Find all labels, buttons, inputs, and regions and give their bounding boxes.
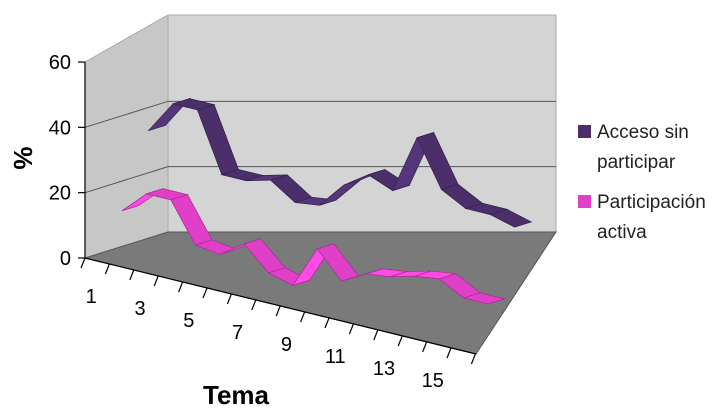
x-tick-label: 3: [134, 298, 145, 320]
x-tick-label: 9: [281, 334, 292, 356]
y-tick-label: 20: [49, 183, 71, 205]
legend-swatch-participacion: [578, 195, 591, 208]
x-tick-mark: [80, 257, 86, 269]
series-layer: [121, 97, 533, 305]
x-tick-mark: [373, 329, 379, 341]
x-axis-line: [84, 257, 477, 355]
legend-item-participacion: Participación activa: [578, 188, 724, 248]
y-tick-label: 0: [60, 248, 71, 270]
x-tick-label: 1: [86, 286, 97, 308]
back-wall: [167, 14, 557, 233]
gridline: [84, 166, 556, 194]
x-tick-mark: [202, 287, 208, 299]
side-wall: [84, 14, 169, 259]
series-ribbon: [147, 97, 533, 228]
x-tick-mark: [275, 305, 281, 317]
y-ticks: 0 20 40 60: [49, 52, 85, 270]
x-tick-mark: [153, 275, 159, 287]
x-tick-mark: [324, 317, 330, 329]
y-tick-label: 40: [49, 117, 71, 139]
legend-item-acceso: Acceso sin participar: [578, 118, 724, 178]
x-axis-title: Tema: [203, 380, 270, 410]
x-tick-label: 7: [232, 322, 243, 344]
ribbon-segment: [489, 208, 533, 228]
legend-label-acceso: Acceso sin participar: [597, 122, 689, 173]
x-tick-mark: [251, 299, 257, 311]
ribbon-segment: [462, 292, 507, 305]
x-tick-mark: [422, 341, 428, 353]
x-tick-label: 13: [373, 358, 395, 380]
x-tick-mark: [348, 323, 354, 335]
x-tick-mark: [129, 269, 135, 281]
gridline: [84, 100, 556, 128]
legend: Acceso sin participar Participación acti…: [578, 118, 724, 258]
legend-swatch-acceso: [578, 125, 591, 138]
y-axis-title: %: [8, 146, 38, 169]
x-tick-mark: [104, 263, 110, 275]
x-tick-label: 15: [422, 370, 444, 392]
legend-label-participacion: Participación activa: [597, 192, 706, 243]
x-tick-label: 11: [325, 346, 346, 368]
x-tick-label: 5: [183, 310, 194, 332]
x-tick-mark: [446, 347, 452, 359]
gridlines: [84, 100, 556, 194]
series-ribbon: [121, 188, 507, 305]
x-tick-mark: [397, 335, 403, 347]
x-tick-mark: [226, 293, 232, 305]
x-tick-mark: [178, 281, 184, 293]
y-tick-label: 60: [49, 52, 71, 74]
x-tick-mark: [470, 353, 476, 365]
x-tick-mark: [300, 311, 306, 323]
